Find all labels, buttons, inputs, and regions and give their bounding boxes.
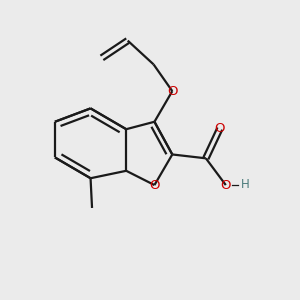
- Text: O: O: [214, 122, 225, 135]
- Text: O: O: [220, 178, 231, 192]
- Text: O: O: [167, 85, 178, 98]
- Text: H: H: [241, 178, 250, 191]
- Text: O: O: [149, 178, 160, 192]
